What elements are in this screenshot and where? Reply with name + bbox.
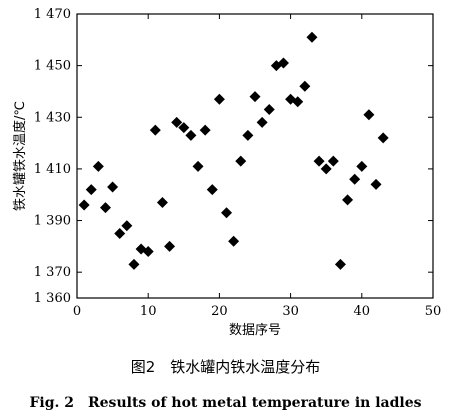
y-tick-label: 1 360 xyxy=(34,291,71,306)
x-tick-label: 50 xyxy=(425,304,442,319)
data-point xyxy=(342,194,354,206)
data-point xyxy=(256,116,268,128)
data-point xyxy=(192,160,204,172)
data-point xyxy=(292,96,304,108)
data-point xyxy=(228,235,240,247)
data-point xyxy=(235,155,247,167)
data-point xyxy=(242,129,254,141)
data-point xyxy=(334,258,346,270)
data-point xyxy=(206,184,218,196)
y-tick-label: 1 370 xyxy=(34,265,71,280)
x-axis: 0 10 20 30 40 50 xyxy=(73,14,441,319)
data-point xyxy=(320,163,332,175)
data-point xyxy=(356,160,368,172)
plot-frame xyxy=(76,13,434,299)
data-point xyxy=(199,124,211,136)
data-point xyxy=(377,132,389,144)
data-point xyxy=(249,91,261,103)
data-point xyxy=(107,181,119,193)
data-point xyxy=(149,124,161,136)
x-tick-label: 40 xyxy=(354,304,371,319)
figure-caption-cn: 图2 铁水罐内铁水温度分布 xyxy=(130,358,321,376)
x-axis-title: 数据序号 xyxy=(229,323,281,338)
data-point xyxy=(277,57,289,69)
y-tick-label: 1 410 xyxy=(34,162,71,177)
data-point xyxy=(221,207,233,219)
data-point xyxy=(213,93,225,105)
data-point xyxy=(78,199,90,211)
y-tick-label: 1 470 xyxy=(34,7,71,22)
data-point xyxy=(185,129,197,141)
y-axis: 1 360 1 370 1 390 1 410 1 430 1 450 1 470 xyxy=(34,7,433,306)
data-point xyxy=(370,178,382,190)
figure-caption-en: Fig. 2 Results of hot metal temperature … xyxy=(29,395,422,411)
y-tick-label: 1 390 xyxy=(34,214,71,229)
data-point xyxy=(363,109,375,121)
data-point xyxy=(99,202,111,214)
data-point xyxy=(327,155,339,167)
data-point xyxy=(156,196,168,208)
data-point xyxy=(306,31,318,43)
data-point xyxy=(313,155,325,167)
x-tick-label: 30 xyxy=(282,304,299,319)
data-point xyxy=(178,122,190,134)
scatter-chart: 1 360 1 370 1 390 1 410 1 430 1 450 1 470 0 10 2… xyxy=(12,7,441,338)
y-axis-title: 铁水罐铁水温度/℃ xyxy=(12,101,28,211)
data-points xyxy=(78,31,389,270)
data-point xyxy=(121,220,133,232)
data-point xyxy=(92,160,104,172)
data-point xyxy=(142,246,154,258)
x-tick-label: 0 xyxy=(73,304,81,319)
y-tick-label: 1 430 xyxy=(34,110,71,125)
y-tick-label: 1 450 xyxy=(34,59,71,74)
data-point xyxy=(349,173,361,185)
data-point xyxy=(299,80,311,92)
data-point xyxy=(263,104,275,116)
x-tick-label: 10 xyxy=(140,304,157,319)
data-point xyxy=(85,184,97,196)
x-tick-label: 20 xyxy=(211,304,228,319)
data-point xyxy=(171,116,183,128)
data-point xyxy=(114,227,126,239)
data-point xyxy=(164,240,176,252)
data-point xyxy=(128,258,140,270)
